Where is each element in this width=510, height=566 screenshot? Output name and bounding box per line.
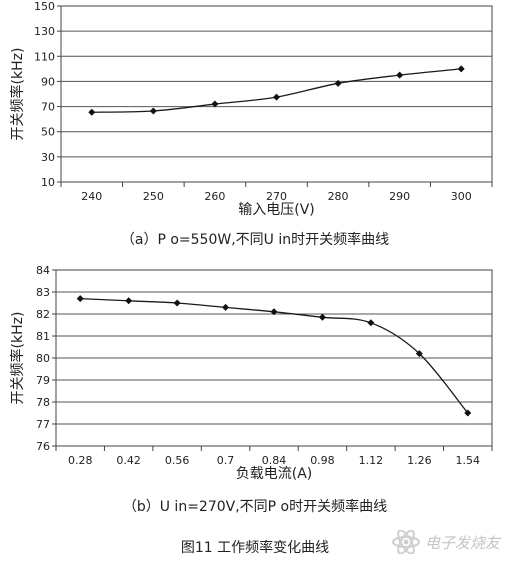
x-tick-label: 300 (451, 190, 472, 203)
data-point (173, 299, 181, 307)
y-tick-label: 90 (41, 75, 55, 88)
x-tick-label: 240 (81, 190, 102, 203)
x-tick-label: 0.28 (68, 454, 93, 467)
x-tick-label: 0.42 (116, 454, 141, 467)
y-tick-label: 130 (34, 25, 55, 38)
x-tick-label: 0.98 (310, 454, 335, 467)
data-point (273, 93, 280, 101)
watermark-text: 电子发烧友 (424, 533, 500, 552)
data-point (211, 100, 219, 108)
data-point (88, 108, 96, 116)
y-tick-label: 70 (41, 101, 55, 114)
y-tick-label: 78 (36, 396, 50, 409)
data-point (415, 350, 423, 358)
x-axis-label: 输入电压(V) (238, 202, 315, 218)
y-tick-label: 76 (36, 440, 50, 453)
x-tick-label: 1.54 (456, 454, 481, 467)
electron-logo-icon (391, 530, 420, 554)
y-axis-label: 开关频率(kHz) (9, 48, 26, 141)
x-tick-label: 260 (204, 190, 225, 203)
x-tick-label: 0.7 (217, 454, 235, 467)
y-axis-label: 开关频率(kHz) (9, 312, 26, 405)
x-tick-label: 250 (143, 190, 164, 203)
data-point (367, 319, 375, 327)
y-tick-label: 50 (41, 126, 55, 139)
y-tick-label: 83 (36, 286, 50, 299)
caption-chart-b: （b）U in=270V,不同P o时开关频率曲线 (122, 499, 388, 515)
data-point (125, 297, 133, 305)
watermark: 电子发烧友 (391, 530, 500, 554)
figure-caption: 图11 工作频率变化曲线 (180, 540, 330, 556)
data-point (334, 79, 342, 87)
x-tick-label: 0.56 (165, 454, 190, 467)
y-tick-label: 77 (36, 418, 50, 431)
chart-a: 10 30 50 70 90 110 130 150 240 250 260 270 280 290 300… (9, 0, 493, 218)
x-tick-label: 290 (389, 190, 410, 203)
x-tick-label: 270 (266, 190, 287, 203)
caption-chart-a: （a）P o=550W,不同U in时开关频率曲线 (120, 232, 390, 248)
x-axis-label: 负载电流(A) (236, 466, 313, 482)
data-point (76, 295, 84, 303)
data-point (318, 313, 326, 321)
data-point (464, 409, 472, 417)
y-tick-label: 30 (41, 151, 55, 164)
data-point (396, 71, 404, 79)
data-point (149, 107, 157, 115)
y-tick-label: 10 (41, 176, 55, 189)
y-tick-label: 150 (34, 0, 55, 13)
y-tick-label: 81 (36, 330, 50, 343)
x-tick-label: 1.26 (407, 454, 432, 467)
y-tick-label: 79 (36, 374, 50, 387)
data-point (270, 308, 278, 316)
x-tick-label: 1.12 (359, 454, 384, 467)
y-tick-label: 80 (36, 352, 50, 365)
y-tick-label: 110 (34, 50, 55, 63)
x-tick-label: 0.84 (262, 454, 287, 467)
chart-b: 76 77 78 79 80 81 82 83 84 0.28 0.42 0.56 0.7 0.84 0.9… (9, 264, 493, 482)
y-tick-label: 82 (36, 308, 50, 321)
y-tick-label: 84 (36, 264, 50, 277)
data-point (457, 65, 465, 73)
x-tick-label: 280 (328, 190, 349, 203)
data-point (222, 303, 230, 311)
